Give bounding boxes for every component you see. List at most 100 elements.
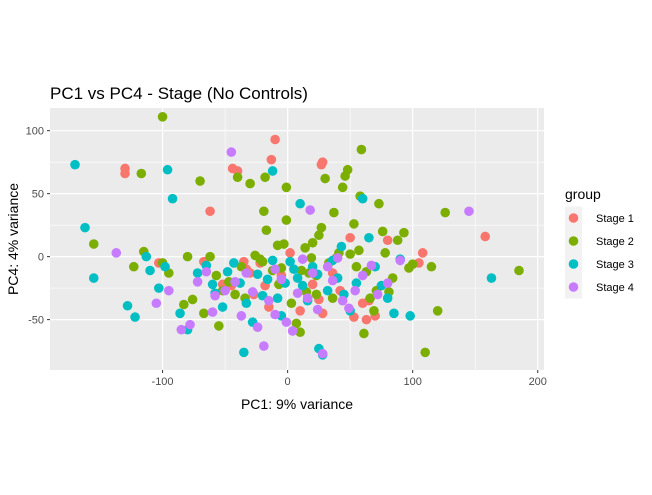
data-point — [222, 266, 233, 277]
data-point — [354, 245, 364, 256]
data-point — [192, 268, 203, 278]
x-axis-title: PC1: 9% variance — [241, 396, 353, 412]
data-point — [302, 293, 313, 304]
data-point — [70, 159, 80, 170]
data-point — [317, 348, 328, 359]
data-point — [297, 254, 308, 264]
legend: group Stage 1 Stage 2 Stage 3 Stage 4 — [565, 186, 634, 299]
data-point — [440, 207, 451, 218]
data-point — [307, 279, 318, 290]
data-point — [342, 164, 353, 175]
data-point — [357, 193, 368, 204]
data-point — [380, 248, 390, 258]
data-point — [122, 300, 133, 311]
legend-key — [568, 259, 579, 269]
data-point — [262, 274, 273, 285]
data-point — [232, 172, 243, 183]
data-point — [267, 166, 278, 176]
data-point — [395, 255, 405, 266]
data-point — [279, 239, 289, 249]
data-point — [399, 227, 409, 238]
data-point — [241, 298, 252, 309]
x-tick-label: 0 — [285, 376, 291, 388]
data-point — [345, 232, 355, 243]
data-point — [164, 285, 174, 296]
data-point — [270, 309, 280, 320]
data-point — [176, 324, 187, 335]
data-point — [369, 305, 379, 316]
y-tick-label: -50 — [28, 315, 44, 327]
data-point — [154, 283, 164, 293]
data-point — [111, 248, 122, 258]
data-point — [405, 311, 415, 321]
data-point — [377, 226, 388, 237]
data-point — [151, 298, 162, 309]
data-point — [201, 266, 212, 277]
data-point — [417, 248, 428, 258]
data-point — [382, 235, 393, 246]
data-point — [261, 225, 272, 235]
data-point — [366, 260, 377, 271]
data-point — [252, 269, 263, 280]
data-point — [130, 312, 140, 322]
data-point — [205, 251, 215, 262]
data-point — [214, 321, 224, 331]
data-point — [281, 182, 292, 193]
data-point — [281, 317, 292, 327]
data-point — [272, 293, 283, 304]
data-point — [392, 235, 403, 246]
y-axis-title: PC4: 4% variance — [5, 183, 21, 295]
data-point — [230, 277, 240, 287]
data-point — [345, 249, 355, 259]
data-point — [314, 230, 324, 241]
data-point — [307, 237, 318, 248]
data-point — [307, 268, 318, 278]
data-point — [296, 265, 307, 276]
data-point — [305, 205, 315, 215]
data-point — [80, 222, 90, 233]
data-point — [260, 172, 270, 183]
data-point — [432, 305, 443, 316]
data-point — [207, 279, 218, 290]
legend-label: Stage 3 — [596, 259, 634, 271]
data-point — [420, 347, 430, 358]
data-point — [259, 206, 269, 217]
data-point — [120, 168, 130, 179]
data-point — [349, 219, 359, 229]
data-point — [295, 305, 305, 316]
data-point — [128, 261, 139, 272]
data-point — [211, 270, 222, 281]
data-point — [136, 168, 147, 179]
data-point — [281, 215, 292, 225]
data-point — [239, 347, 249, 358]
data-point — [185, 319, 195, 330]
data-point — [514, 265, 524, 276]
data-point — [327, 293, 338, 304]
data-point — [356, 144, 367, 155]
data-point — [175, 308, 185, 319]
data-point — [357, 270, 368, 281]
y-tick-label: 50 — [32, 189, 44, 201]
data-points — [70, 112, 524, 360]
chart-title: PC1 vs PC4 - Stage (No Controls) — [50, 84, 308, 103]
x-axis: -100 0 100 200 — [152, 370, 547, 388]
data-point — [350, 285, 360, 296]
data-point — [300, 243, 310, 253]
data-point — [486, 273, 497, 283]
data-point — [247, 287, 258, 297]
data-point — [226, 147, 237, 157]
data-point — [88, 239, 99, 249]
data-point — [236, 311, 247, 321]
data-point — [287, 326, 298, 336]
legend-key — [568, 236, 579, 246]
data-point — [311, 289, 322, 300]
data-point — [270, 134, 280, 145]
data-point — [316, 222, 327, 233]
data-point — [289, 264, 299, 275]
data-point — [88, 273, 99, 283]
data-point — [337, 182, 348, 193]
data-point — [252, 322, 263, 332]
data-point — [267, 255, 278, 266]
data-point — [292, 288, 303, 298]
data-point — [229, 258, 239, 268]
